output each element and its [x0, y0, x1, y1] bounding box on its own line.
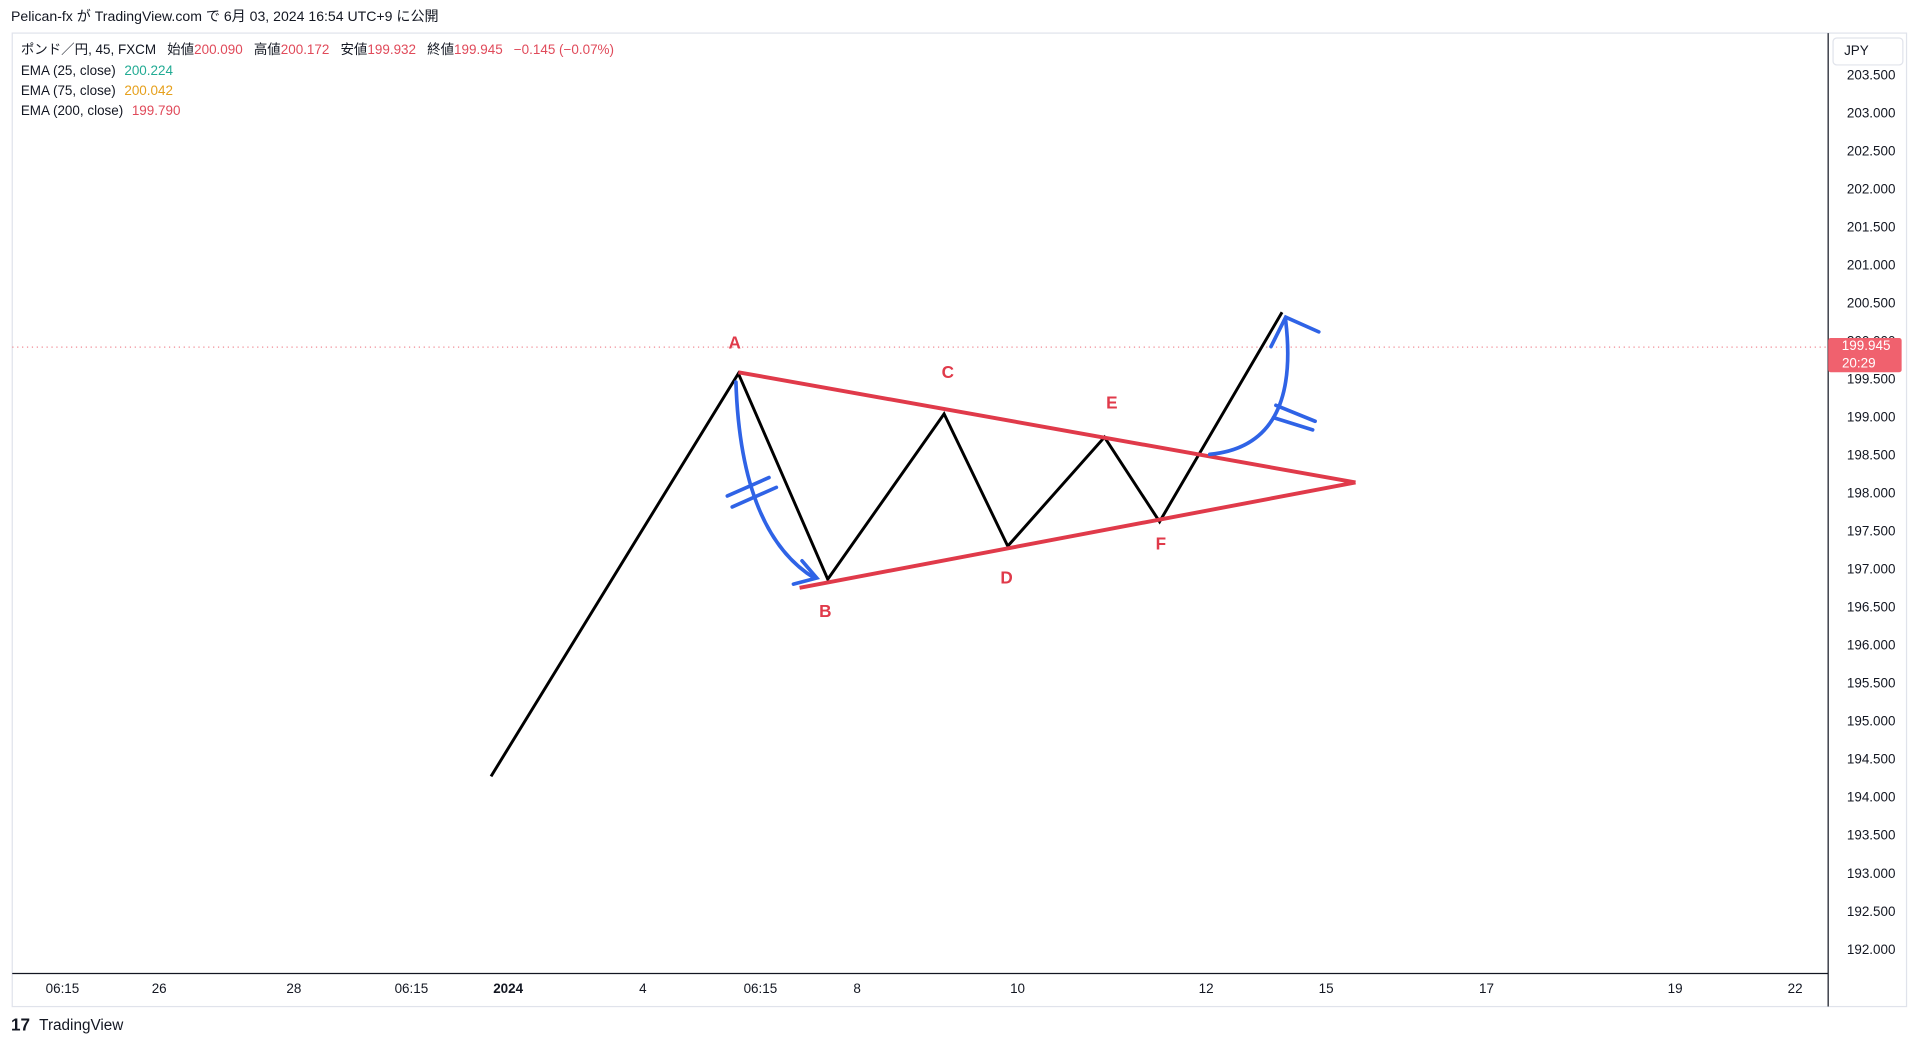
price-tick-label: 193.500 — [1847, 828, 1896, 843]
price-tick-label: 197.000 — [1847, 562, 1896, 577]
indicator: EMA (75, close) 200.042 — [21, 83, 173, 98]
last-price: 199.945 — [1842, 338, 1891, 353]
price-tick-label: 192.500 — [1847, 904, 1896, 919]
time-label: 28 — [286, 981, 301, 996]
ohlc-label: 終値 — [427, 42, 454, 57]
pattern-point-label: F — [1156, 533, 1166, 553]
price-tick-label: 193.000 — [1847, 866, 1896, 881]
lower-trendline — [799, 480, 1356, 590]
chart-frame — [11, 32, 1908, 1008]
time-label: 10 — [1010, 981, 1025, 996]
ohlc-value: 199.932 — [367, 42, 416, 57]
indicator-name: EMA (200, close) — [21, 103, 123, 118]
indicator-value: 200.224 — [124, 63, 173, 78]
indicator-value: 200.042 — [124, 83, 173, 98]
price-tick-label: 200.500 — [1847, 296, 1896, 311]
brand: TradingView — [39, 1017, 124, 1034]
indicator: EMA (25, close) 200.224 — [21, 63, 174, 78]
time-label: 22 — [1788, 981, 1803, 996]
time-label: 12 — [1199, 981, 1214, 996]
price-tick-label: 194.500 — [1847, 752, 1896, 767]
time-label: 4 — [639, 981, 647, 996]
blue-arrows — [725, 314, 1321, 586]
time-label: 17 — [1479, 981, 1494, 996]
arrow-arc — [734, 380, 817, 580]
ohlc-label: 高値 — [254, 41, 281, 57]
time-label: 26 — [152, 981, 167, 996]
price-tick-label: 197.500 — [1847, 524, 1896, 539]
last-price-badge — [1828, 337, 1902, 373]
time-label: 8 — [853, 981, 860, 996]
ohlc-label: 始値 — [167, 42, 194, 57]
pattern-point-label: C — [942, 362, 954, 382]
price-tick-label: 201.000 — [1847, 258, 1896, 273]
ohlc-value: 199.945 — [454, 42, 503, 57]
symbol: ポンド／円, 45, FXCM — [21, 42, 156, 57]
pattern-point-label: B — [819, 601, 831, 621]
ohlc-label: 安値 — [340, 42, 367, 57]
price-tick-label: 192.000 — [1847, 942, 1896, 957]
pattern-labels: A B C D E F — [729, 333, 1167, 621]
legend: ポンド／円, 45, FXCM 始値200.090 高値200.172 安値19… — [21, 41, 614, 118]
equal-mark — [725, 475, 779, 509]
indicator: EMA (200, close) 199.790 — [21, 103, 181, 118]
arrow-head — [1269, 314, 1321, 349]
time-label: 15 — [1319, 981, 1334, 996]
price-tick-label: 203.000 — [1847, 106, 1896, 121]
upper-trendline — [738, 370, 1356, 485]
currency[interactable]: JPY — [1844, 43, 1869, 58]
price-tick-label: 196.000 — [1847, 638, 1896, 653]
currency-button[interactable] — [1832, 37, 1904, 66]
price-tick-label: 196.500 — [1847, 600, 1896, 615]
time-label: 19 — [1668, 981, 1683, 996]
price-tick-label: 199.000 — [1847, 410, 1896, 425]
indicator-value: 199.790 — [132, 103, 181, 118]
ohlc-value: 200.090 — [194, 42, 243, 57]
price-path-drawing — [489, 311, 1284, 778]
price-tick-label: 195.500 — [1847, 676, 1896, 691]
price-tick-label: 202.500 — [1847, 144, 1896, 159]
time-label: 2024 — [493, 981, 523, 996]
legend-main: ポンド／円, 45, FXCM 始値200.090 高値200.172 安値19… — [21, 41, 614, 57]
countdown: 20:29 — [1842, 355, 1876, 370]
price-tick-label: 198.500 — [1847, 448, 1896, 463]
arrow-head — [791, 559, 821, 586]
time-label: 06:15 — [46, 981, 80, 996]
pattern-point-label: A — [729, 333, 741, 353]
pattern-point-label: D — [1000, 568, 1012, 588]
price-tick-label: 198.000 — [1847, 486, 1896, 501]
price-tick-label: 203.500 — [1847, 68, 1896, 83]
price-tick-label: 195.000 — [1847, 714, 1896, 729]
time-label: 06:15 — [744, 981, 778, 996]
time-labels: 06:15 26 28 06:15 2024 4 06:15 8 10 12 15 17 19 22 — [46, 981, 1803, 996]
price-tick-label: 202.000 — [1847, 182, 1896, 197]
ohlc-value: 200.172 — [281, 42, 330, 57]
pattern-point-label: E — [1106, 393, 1117, 413]
equal-mark — [1271, 403, 1317, 432]
logo-mark: 17 — [11, 1015, 30, 1035]
indicator-name: EMA (75, close) — [21, 83, 116, 98]
indicator-name: EMA (25, close) — [21, 63, 116, 78]
change: −0.145 (−0.07%) — [514, 42, 614, 57]
time-label: 06:15 — [395, 981, 429, 996]
price-tick-label: 199.500 — [1847, 372, 1896, 387]
price-tick-label: 201.500 — [1847, 220, 1896, 235]
publish-header: Pelican-fx が TradingView.com で 6月 03, 20… — [11, 8, 439, 24]
price-tick-label: 194.000 — [1847, 790, 1896, 805]
